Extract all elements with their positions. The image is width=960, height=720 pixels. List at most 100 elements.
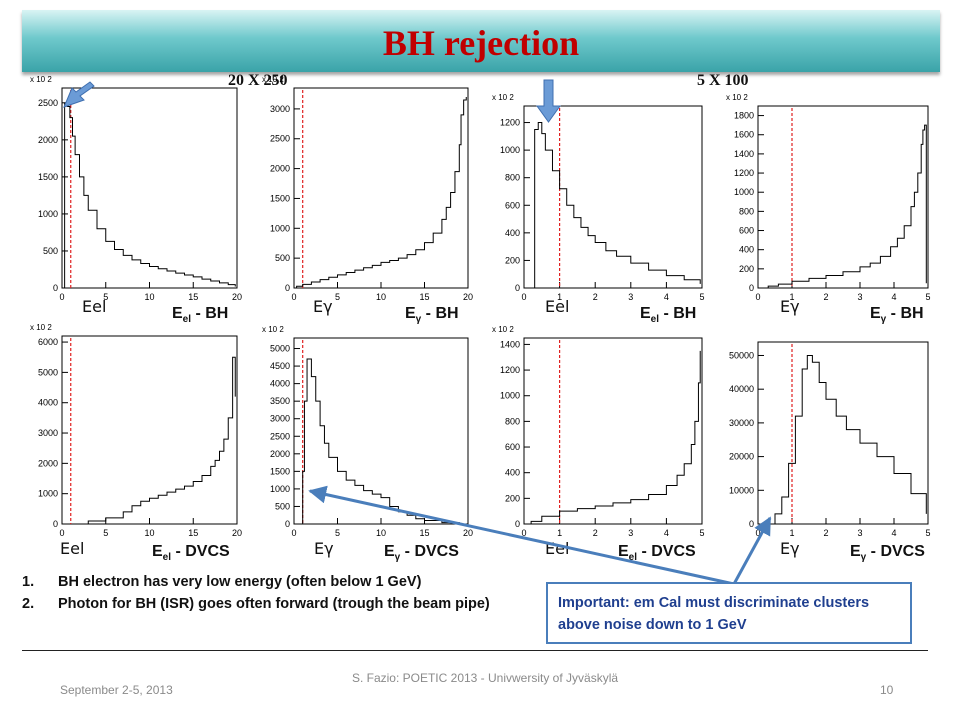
x-tick-label: 0 xyxy=(521,528,526,538)
y-tick-label: 3000 xyxy=(270,104,290,114)
footer-divider xyxy=(22,650,928,651)
y-tick-label: 5000 xyxy=(38,367,58,377)
histogram-series xyxy=(62,102,236,289)
y-tick-label: 6000 xyxy=(38,337,58,347)
histogram-series xyxy=(296,96,467,288)
list-item: 1. BH electron has very low energy (often… xyxy=(22,574,422,590)
x-tick-label: 2 xyxy=(823,528,828,538)
y-tick-label: 200 xyxy=(505,255,520,265)
y-tick-label: 600 xyxy=(739,226,754,236)
plot-title: Eγ - DVCS xyxy=(384,543,459,563)
x-tick-label: 4 xyxy=(891,292,896,302)
histogram-series xyxy=(767,124,927,288)
panel-label: Eγ xyxy=(780,297,800,316)
histogram-panel-1: 0 5 10 15 20 0 500 1000 1500 2000 2500 x 10 2 Eel Eel… xyxy=(30,75,242,325)
y-tick-label: 1000 xyxy=(38,209,58,219)
plot-frame xyxy=(293,87,469,289)
y-tick-label: 4000 xyxy=(270,379,290,389)
list-item: 2. Photon for BH (ISR) goes often forward… xyxy=(22,596,490,612)
y-scale-note: x 10 2 xyxy=(30,323,52,332)
x-tick-label: 10 xyxy=(144,292,154,302)
y-tick-label: 2000 xyxy=(270,164,290,174)
y-tick-label: 2000 xyxy=(270,449,290,459)
y-tick-label: 5000 xyxy=(270,344,290,354)
x-tick-label: 15 xyxy=(419,292,429,302)
y-tick-label: 1000 xyxy=(270,223,290,233)
y-tick-label: 2000 xyxy=(38,135,58,145)
x-tick-label: 5 xyxy=(103,528,108,538)
y-tick-label: 30000 xyxy=(729,418,754,428)
y-tick-label: 800 xyxy=(739,206,754,216)
footer-author: S. Fazio: POETIC 2013 - Univwersity of J… xyxy=(351,671,619,685)
y-tick-label: 4500 xyxy=(270,361,290,371)
panel-label: Eγ xyxy=(314,539,334,558)
histogram-panel-2: 0 5 10 15 20 0 500 1000 1500 2000 2500 3000 x 10 2 Eγ… xyxy=(262,75,473,325)
x-tick-label: 10 xyxy=(144,528,154,538)
x-tick-label: 5 xyxy=(335,292,340,302)
y-scale-note: x 10 2 xyxy=(492,93,514,102)
plot-title: Eγ - DVCS xyxy=(850,543,925,563)
x-tick-label: 5 xyxy=(335,528,340,538)
y-tick-label: 4000 xyxy=(38,398,58,408)
y-scale-note: x 10 2 xyxy=(30,75,52,84)
x-tick-label: 15 xyxy=(188,292,198,302)
plot-title: Eel - DVCS xyxy=(618,543,696,563)
x-tick-label: 0 xyxy=(521,292,526,302)
plot-frame xyxy=(523,105,703,289)
y-tick-label: 1200 xyxy=(734,168,754,178)
y-scale-note: x 10 2 xyxy=(492,325,514,334)
plot-title: Eγ - BH xyxy=(870,305,924,325)
y-tick-label: 40000 xyxy=(729,384,754,394)
x-tick-label: 15 xyxy=(188,528,198,538)
y-tick-label: 1400 xyxy=(500,339,520,349)
x-tick-label: 3 xyxy=(857,292,862,302)
x-tick-label: 5 xyxy=(699,528,704,538)
page-number: 10 xyxy=(880,683,894,697)
panel-label: Eel xyxy=(545,297,569,316)
y-tick-label: 800 xyxy=(505,173,520,183)
histogram-panel-5: 0 5 10 15 20 0 1000 2000 3000 4000 5000 6000 x 10 2 E… xyxy=(30,323,242,563)
x-tick-label: 3 xyxy=(628,292,633,302)
y-tick-label: 600 xyxy=(505,442,520,452)
histogram-panel-8: 0 1 2 3 4 5 0 10000 20000 30000 40000 50000 Eγ Eγ - D… xyxy=(729,341,931,563)
y-tick-label: 500 xyxy=(275,253,290,263)
plot-frame xyxy=(61,335,238,525)
y-tick-label: 400 xyxy=(505,468,520,478)
y-tick-label: 1200 xyxy=(500,118,520,128)
histogram-panel-6: 0 5 10 15 20 0 500 1000 1500 2000 2500 3000 3500 4000… xyxy=(262,325,473,563)
y-tick-label: 3000 xyxy=(38,428,58,438)
x-tick-label: 1 xyxy=(557,292,562,302)
x-tick-label: 20 xyxy=(232,292,242,302)
y-tick-label: 2000 xyxy=(38,458,58,468)
x-tick-label: 2 xyxy=(593,528,598,538)
y-tick-label: 0 xyxy=(285,519,290,529)
y-tick-label: 1200 xyxy=(500,365,520,375)
x-tick-label: 3 xyxy=(628,528,633,538)
panel-label: Eγ xyxy=(780,539,800,558)
y-tick-label: 1800 xyxy=(734,111,754,121)
plot-frame xyxy=(523,337,703,525)
binning-label-left: 20 X 250 xyxy=(228,72,288,89)
title-bar: BH rejection xyxy=(22,10,940,72)
x-tick-label: 4 xyxy=(664,528,669,538)
y-tick-label: 600 xyxy=(505,200,520,210)
histogram-series xyxy=(531,122,701,289)
y-scale-note: x 10 2 xyxy=(262,325,284,334)
y-tick-label: 1000 xyxy=(500,391,520,401)
y-tick-label: 2500 xyxy=(38,98,58,108)
y-tick-label: 1600 xyxy=(734,130,754,140)
y-tick-label: 1000 xyxy=(38,489,58,499)
x-tick-label: 20 xyxy=(463,292,473,302)
x-tick-label: 15 xyxy=(419,528,429,538)
y-tick-label: 0 xyxy=(53,519,58,529)
y-tick-label: 20000 xyxy=(729,452,754,462)
x-tick-label: 5 xyxy=(103,292,108,302)
histogram-panel-3: 0 1 2 3 4 5 0 200 400 600 800 1000 1200 x 10 2 Eel Eel … xyxy=(492,93,705,325)
binning-label-right: 5 X 100 xyxy=(697,72,749,89)
plot-frame xyxy=(757,105,929,289)
y-tick-label: 10000 xyxy=(729,485,754,495)
x-tick-label: 0 xyxy=(291,528,296,538)
y-tick-label: 500 xyxy=(275,501,290,511)
panel-label: Eel xyxy=(545,539,569,558)
panel-label: Eel xyxy=(60,539,84,558)
